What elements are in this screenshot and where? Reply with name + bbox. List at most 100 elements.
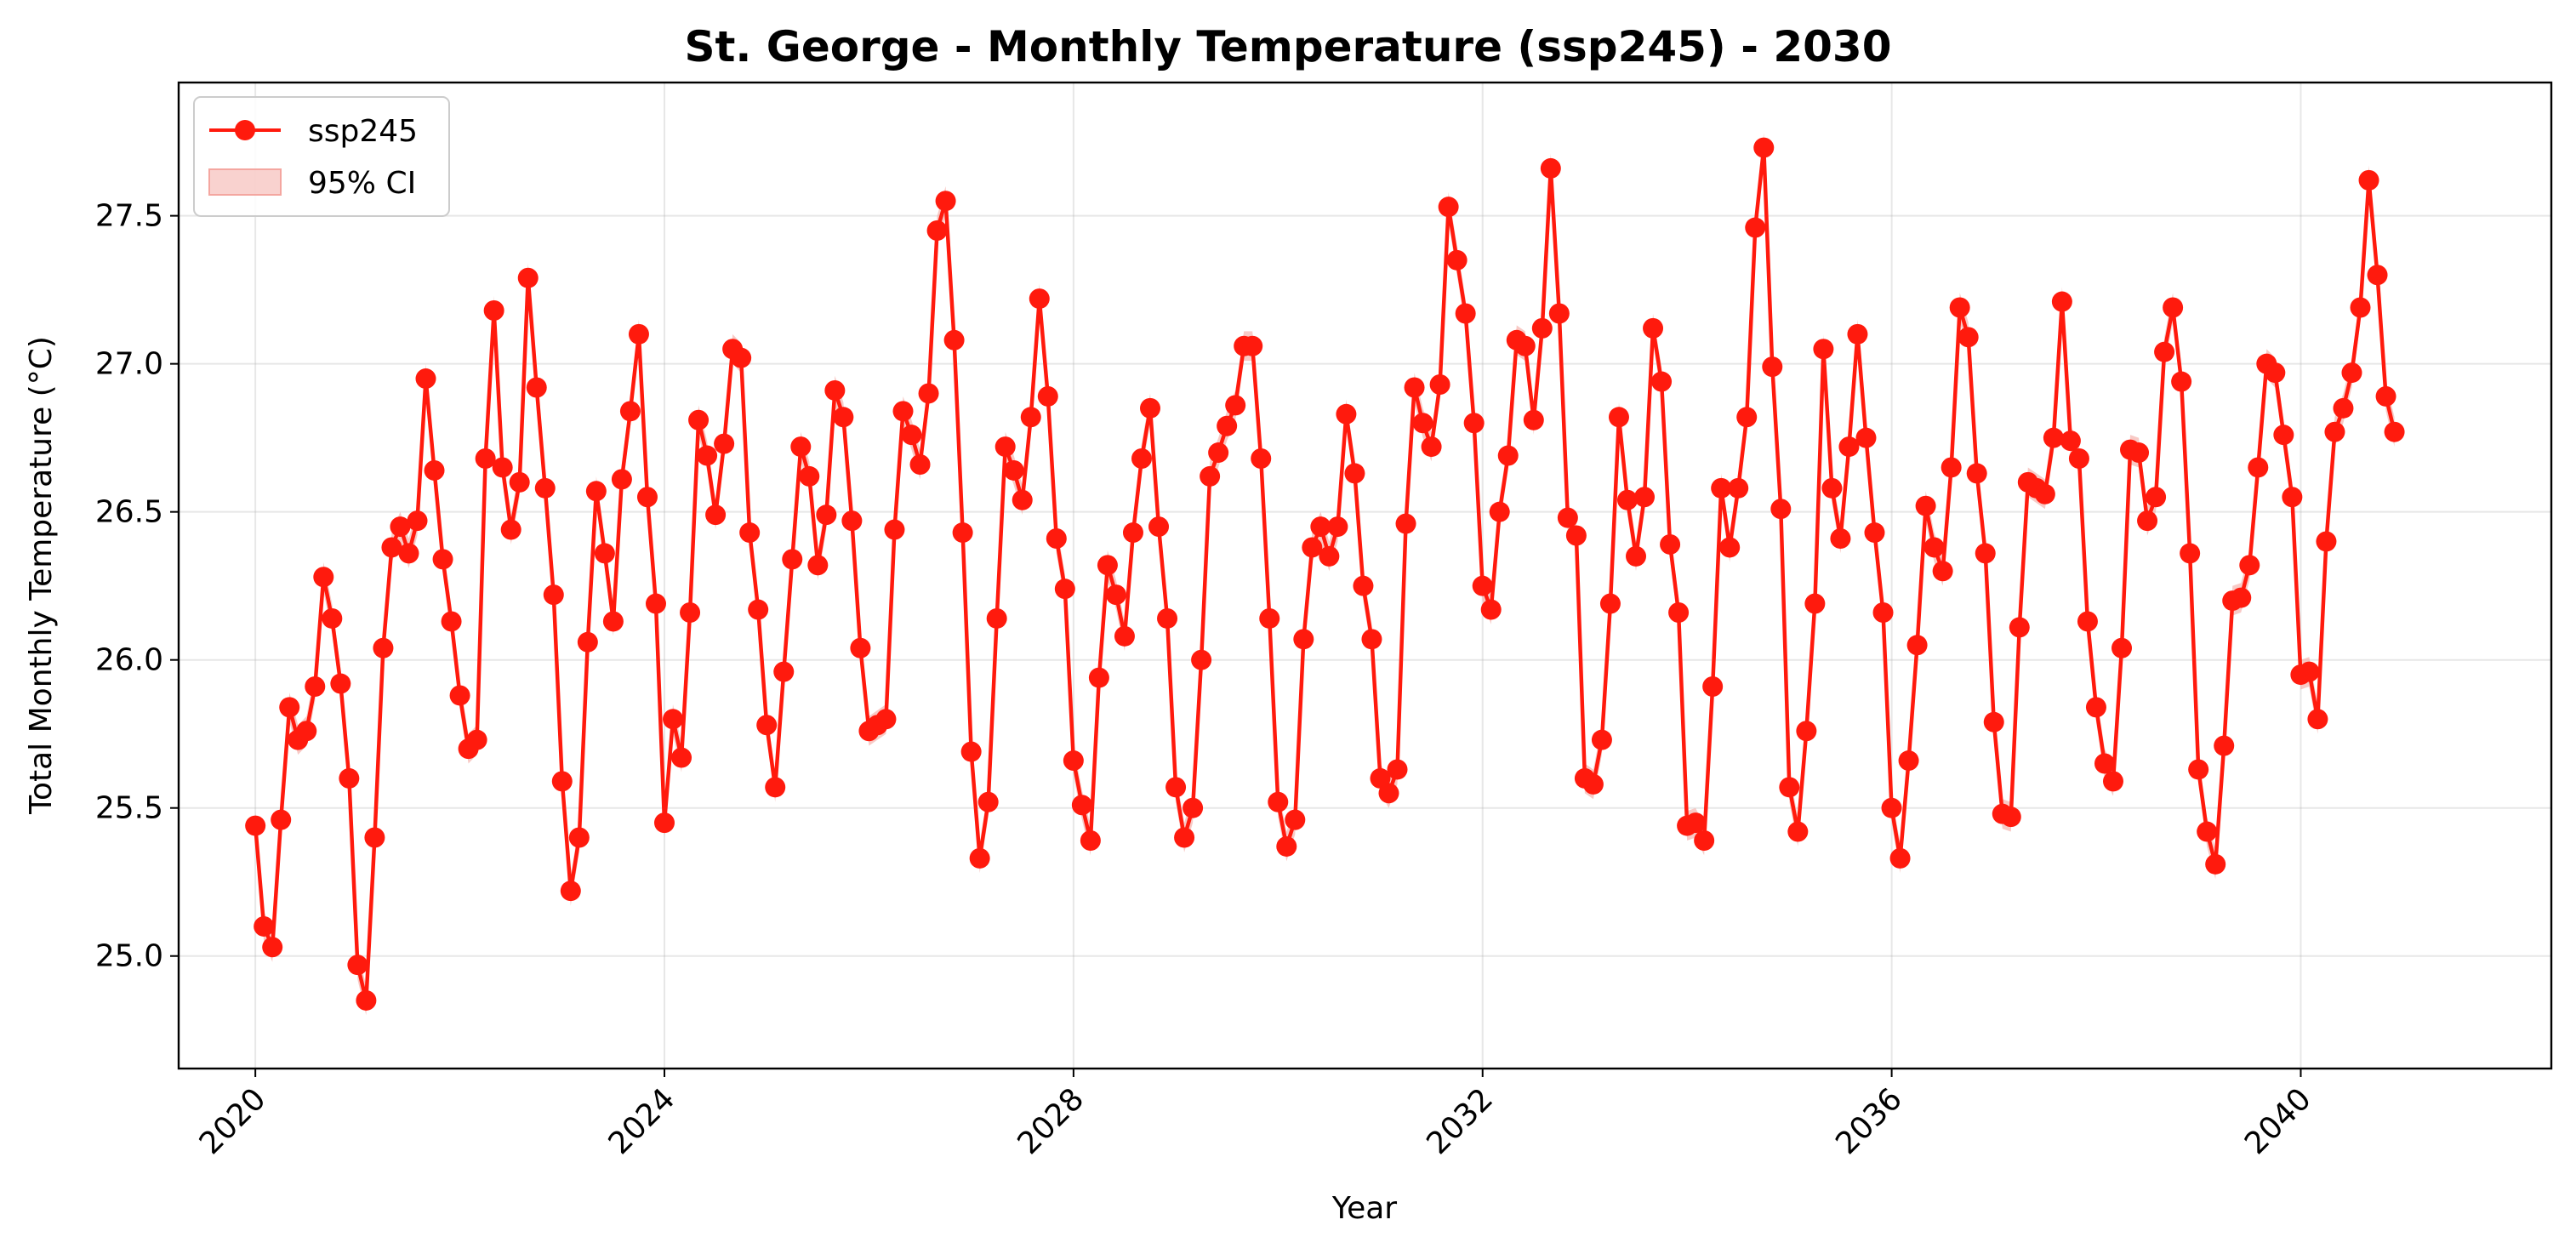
data-point <box>475 448 496 470</box>
data-point <box>756 715 778 736</box>
data-point <box>1489 501 1510 522</box>
data-point <box>1276 835 1297 857</box>
data-point <box>1285 809 1306 830</box>
data-point <box>833 407 854 428</box>
data-point <box>1966 463 1987 484</box>
data-point <box>841 510 863 532</box>
data-point <box>449 685 470 706</box>
data-point <box>1037 385 1058 407</box>
data-point <box>1122 522 1143 544</box>
data-point <box>483 300 504 321</box>
data-point <box>2341 362 2362 384</box>
data-point <box>969 847 990 869</box>
data-point <box>305 676 326 698</box>
data-point <box>1131 448 1152 470</box>
data-point <box>2188 759 2209 780</box>
data-point <box>364 827 385 848</box>
data-point <box>1268 791 1289 812</box>
legend-marker-swatch <box>235 120 255 140</box>
data-point <box>1003 459 1024 481</box>
data-point <box>585 481 607 502</box>
data-point <box>1762 356 1783 378</box>
data-point <box>790 436 812 458</box>
data-point <box>892 401 914 422</box>
data-point <box>2265 362 2286 384</box>
data-point <box>1395 513 1416 534</box>
data-point <box>373 637 394 658</box>
data-point <box>2077 611 2098 632</box>
data-point <box>1770 499 1792 520</box>
data-point <box>2299 661 2320 682</box>
data-point <box>526 377 547 398</box>
data-point <box>697 445 718 466</box>
data-point <box>1480 599 1502 620</box>
data-point <box>2180 543 2201 564</box>
data-point <box>1200 465 1221 487</box>
data-point <box>739 522 761 544</box>
data-point <box>356 989 377 1011</box>
data-point <box>1626 545 1647 567</box>
data-point <box>330 673 351 694</box>
data-point <box>2094 753 2115 774</box>
data-point <box>245 815 266 836</box>
data-point <box>296 721 317 742</box>
data-point <box>628 323 649 345</box>
data-point <box>918 383 939 404</box>
data-point <box>680 602 701 624</box>
data-point <box>2324 421 2345 442</box>
data-point <box>909 453 931 475</box>
data-point <box>2282 487 2303 508</box>
data-point <box>2333 397 2354 419</box>
data-point <box>1319 545 1340 567</box>
data-point <box>1796 721 1817 742</box>
data-point <box>645 593 666 614</box>
data-point <box>1353 575 1374 596</box>
data-point <box>1293 629 1314 650</box>
data-point <box>1702 676 1724 698</box>
data-point <box>1455 303 1476 324</box>
data-point <box>1557 507 1578 528</box>
data-point <box>2000 807 2021 828</box>
data-point <box>1881 797 1902 818</box>
data-point <box>339 767 360 789</box>
data-point <box>2248 457 2269 478</box>
data-point <box>432 549 453 570</box>
data-point <box>1148 516 1170 538</box>
data-point <box>2009 617 2030 638</box>
data-point <box>1063 750 1084 772</box>
data-point <box>1889 847 1911 869</box>
data-point <box>1097 555 1118 576</box>
data-point <box>884 519 905 540</box>
data-point <box>2307 709 2328 730</box>
data-point <box>1643 317 1664 339</box>
data-point <box>943 329 965 351</box>
data-point <box>254 915 275 937</box>
data-point <box>1310 516 1331 538</box>
data-point <box>765 777 786 798</box>
data-point <box>1438 197 1459 218</box>
data-point <box>1711 477 1732 499</box>
data-point <box>1497 445 1519 466</box>
data-point <box>1029 288 1050 310</box>
data-point <box>2350 297 2371 318</box>
data-point <box>2085 697 2106 718</box>
data-point <box>1327 516 1348 538</box>
x-axis-label: Year <box>1331 1191 1397 1226</box>
data-point <box>688 409 710 430</box>
data-point <box>2384 421 2405 442</box>
data-point <box>2068 448 2089 470</box>
data-point <box>1114 625 1135 647</box>
data-point <box>407 510 428 532</box>
data-point <box>2129 442 2150 464</box>
data-point <box>1660 533 1681 555</box>
data-point <box>1429 374 1450 396</box>
data-point <box>1302 537 1323 558</box>
data-point <box>1463 413 1485 434</box>
data-point <box>271 809 292 830</box>
data-point <box>1599 593 1621 614</box>
data-point <box>850 637 871 658</box>
data-point <box>960 741 982 762</box>
plot-frame <box>177 81 2553 1070</box>
data-point <box>671 747 692 768</box>
